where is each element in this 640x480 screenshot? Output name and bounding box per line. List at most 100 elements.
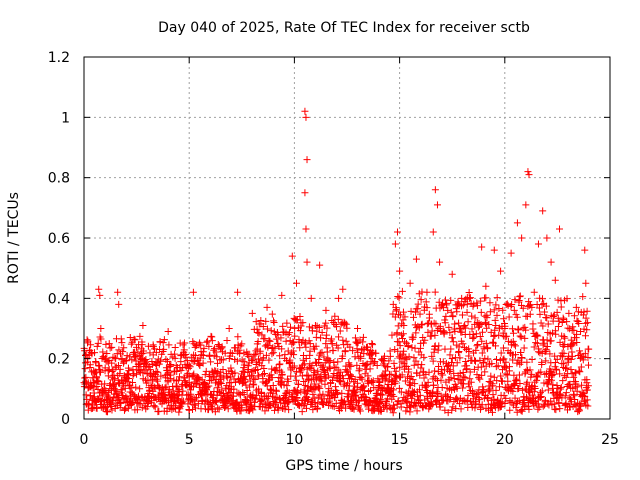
data-point (436, 403, 444, 411)
data-point (425, 314, 433, 322)
data-point (299, 319, 307, 327)
data-point (286, 323, 294, 331)
data-point (463, 308, 471, 316)
data-point (481, 354, 489, 362)
data-point (530, 288, 538, 296)
data-point (327, 401, 335, 409)
data-point (321, 367, 329, 375)
data-point (585, 361, 593, 369)
data-point (539, 322, 547, 330)
data-point (235, 376, 243, 384)
data-point (265, 356, 273, 364)
data-point (428, 352, 436, 360)
data-point (561, 334, 569, 342)
data-point (234, 333, 242, 341)
data-point (300, 377, 308, 385)
data-point (493, 294, 501, 302)
data-point (151, 403, 159, 411)
data-point (458, 302, 466, 310)
data-point (427, 402, 435, 410)
data-point (289, 364, 297, 372)
data-point (537, 368, 545, 376)
y-tick-label: 0.2 (48, 352, 70, 368)
y-axis-label: ROTI / TECUs (6, 192, 22, 284)
data-point (397, 388, 405, 396)
data-point (460, 323, 468, 331)
data-point (431, 186, 439, 194)
data-point (407, 307, 415, 315)
data-point (583, 307, 591, 315)
data-point (499, 306, 507, 314)
data-point (395, 384, 403, 392)
data-point (157, 357, 165, 365)
data-point (458, 311, 466, 319)
data-point (559, 314, 567, 322)
data-point (333, 323, 341, 331)
data-point (95, 362, 103, 370)
data-point (118, 386, 126, 394)
data-point (576, 347, 584, 355)
data-point (525, 405, 533, 413)
data-point (144, 342, 152, 350)
data-point (266, 337, 274, 345)
data-point (561, 392, 569, 400)
data-point (394, 347, 402, 355)
data-point (395, 353, 403, 361)
data-point (558, 318, 566, 326)
data-point (501, 399, 509, 407)
data-point (412, 329, 420, 337)
data-point (557, 297, 565, 305)
data-point (439, 358, 447, 366)
data-point (175, 373, 183, 381)
data-point (541, 370, 549, 378)
data-point (446, 329, 454, 337)
data-point (580, 308, 588, 316)
data-point (490, 306, 498, 314)
data-point (472, 357, 480, 365)
data-point (544, 386, 552, 394)
data-point (101, 364, 109, 372)
data-point (464, 380, 472, 388)
data-point (535, 345, 543, 353)
data-point (261, 335, 269, 343)
data-point (277, 334, 285, 342)
data-point (563, 364, 571, 372)
data-point (537, 319, 545, 327)
data-point (86, 363, 94, 371)
data-point (585, 345, 593, 353)
data-point (243, 396, 251, 404)
data-point (502, 370, 510, 378)
data-point (474, 341, 482, 349)
data-point (214, 388, 222, 396)
data-point (401, 377, 409, 385)
data-point (449, 338, 457, 346)
data-point (464, 392, 472, 400)
data-point (373, 389, 381, 397)
data-point (584, 354, 592, 362)
data-point (377, 383, 385, 391)
data-point (584, 319, 592, 327)
data-point (251, 351, 259, 359)
data-point (329, 402, 337, 410)
y-tick-label: 0.8 (48, 171, 70, 187)
data-point (448, 334, 456, 342)
data-point (542, 302, 550, 310)
data-point (223, 374, 231, 382)
data-point (415, 397, 423, 405)
data-point (398, 320, 406, 328)
data-point (453, 359, 461, 367)
data-point (428, 401, 436, 409)
data-point (523, 378, 531, 386)
data-point (123, 394, 131, 402)
data-point (511, 394, 519, 402)
data-point (390, 359, 398, 367)
data-point (255, 385, 263, 393)
data-point (411, 308, 419, 316)
data-point (563, 318, 571, 326)
data-point (290, 339, 298, 347)
data-point (424, 328, 432, 336)
data-point (564, 370, 572, 378)
data-point (114, 361, 122, 369)
data-point (523, 393, 531, 401)
data-point (584, 382, 592, 390)
